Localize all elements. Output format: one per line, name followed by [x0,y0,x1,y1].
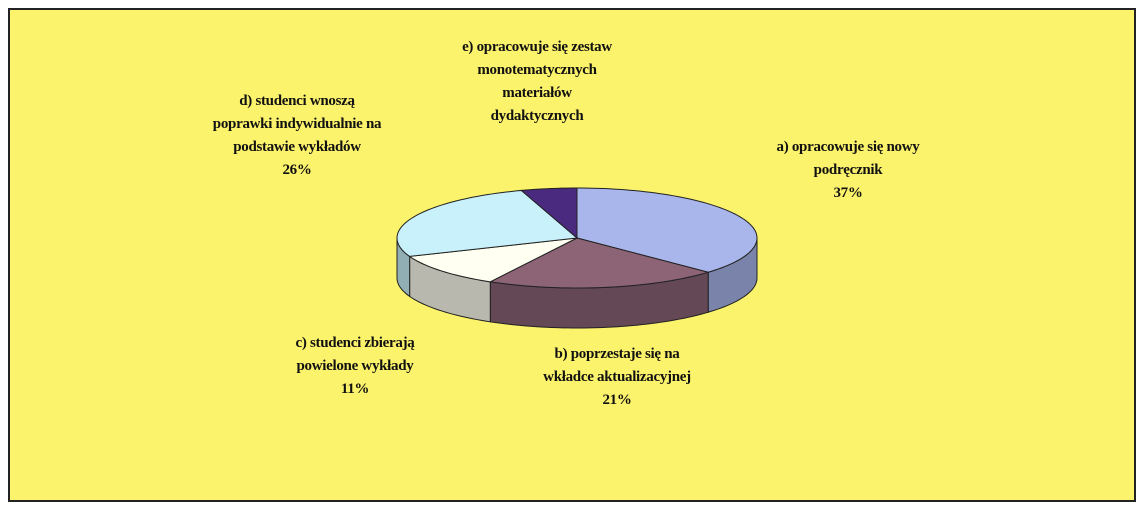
value-label: 37% [833,185,863,201]
slice-label: e) opracowuje się zestaw monotematycznyc… [462,36,612,128]
category-label: a) opracowuje się nowy podręcznik [776,139,920,178]
category-label: c) studenci zbierają powielone wykłady [295,335,415,374]
category-label: b) poprzestaje się na wkładce aktualizac… [543,346,691,385]
slice [488,237,711,289]
slice [396,189,579,257]
slice [408,237,578,283]
chart [396,187,758,329]
slice-label: d) studenci wnoszą poprawki indywidualni… [212,90,382,182]
slice-label: a) opracowuje się nowy podręcznik 37% [777,136,920,205]
slice-label: b) poprzestaje się na wkładce aktualizac… [543,343,691,412]
slice [520,187,578,240]
category-label: e) opracowuje się zestaw monotematycznyc… [462,39,612,124]
slice-label: c) studenci zbierają powielone wykłady 11… [296,332,415,401]
value-label: 21% [602,392,632,408]
category-label: d) studenci wnoszą poprawki indywidualni… [212,93,382,155]
value-label: 26% [282,162,312,178]
slice [576,187,758,273]
value-label: 11% [340,381,370,397]
chart-area: a) opracowuje się nowy podręcznik 37% b) p… [8,8,1136,502]
